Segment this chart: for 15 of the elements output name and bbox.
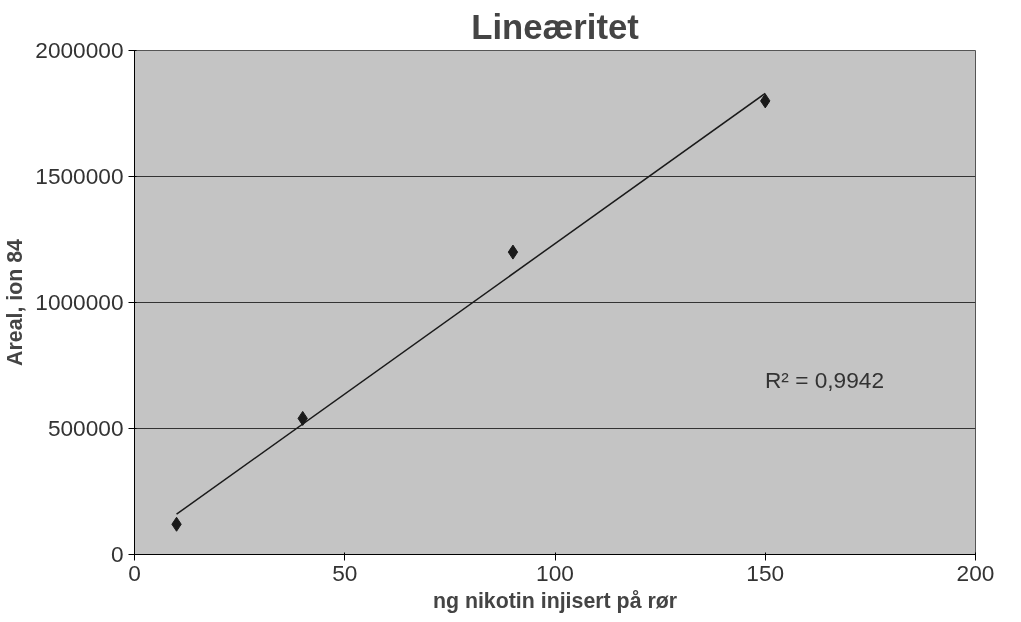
x-tick-label: 50 [332,559,358,586]
x-tick-label: 150 [746,559,785,586]
y-tick-label: 1500000 [35,163,124,189]
chart-title: Lineæritet [471,7,640,46]
y-tick-label: 2000000 [35,37,124,63]
y-tick-label: 0 [110,541,124,567]
y-tick-label: 500000 [47,415,124,441]
annotation: R² = 0,9942 [764,366,885,393]
x-tick-label: 100 [536,559,574,586]
x-tick-label: 200 [956,559,995,586]
x-axis-title: ng nikotin injisert på rør [432,588,678,613]
y-tick-label: 1000000 [35,289,124,315]
point [507,244,519,260]
x-tick-label: 0 [128,559,141,586]
y-axis-title: Areal, ion 84 [3,238,28,366]
